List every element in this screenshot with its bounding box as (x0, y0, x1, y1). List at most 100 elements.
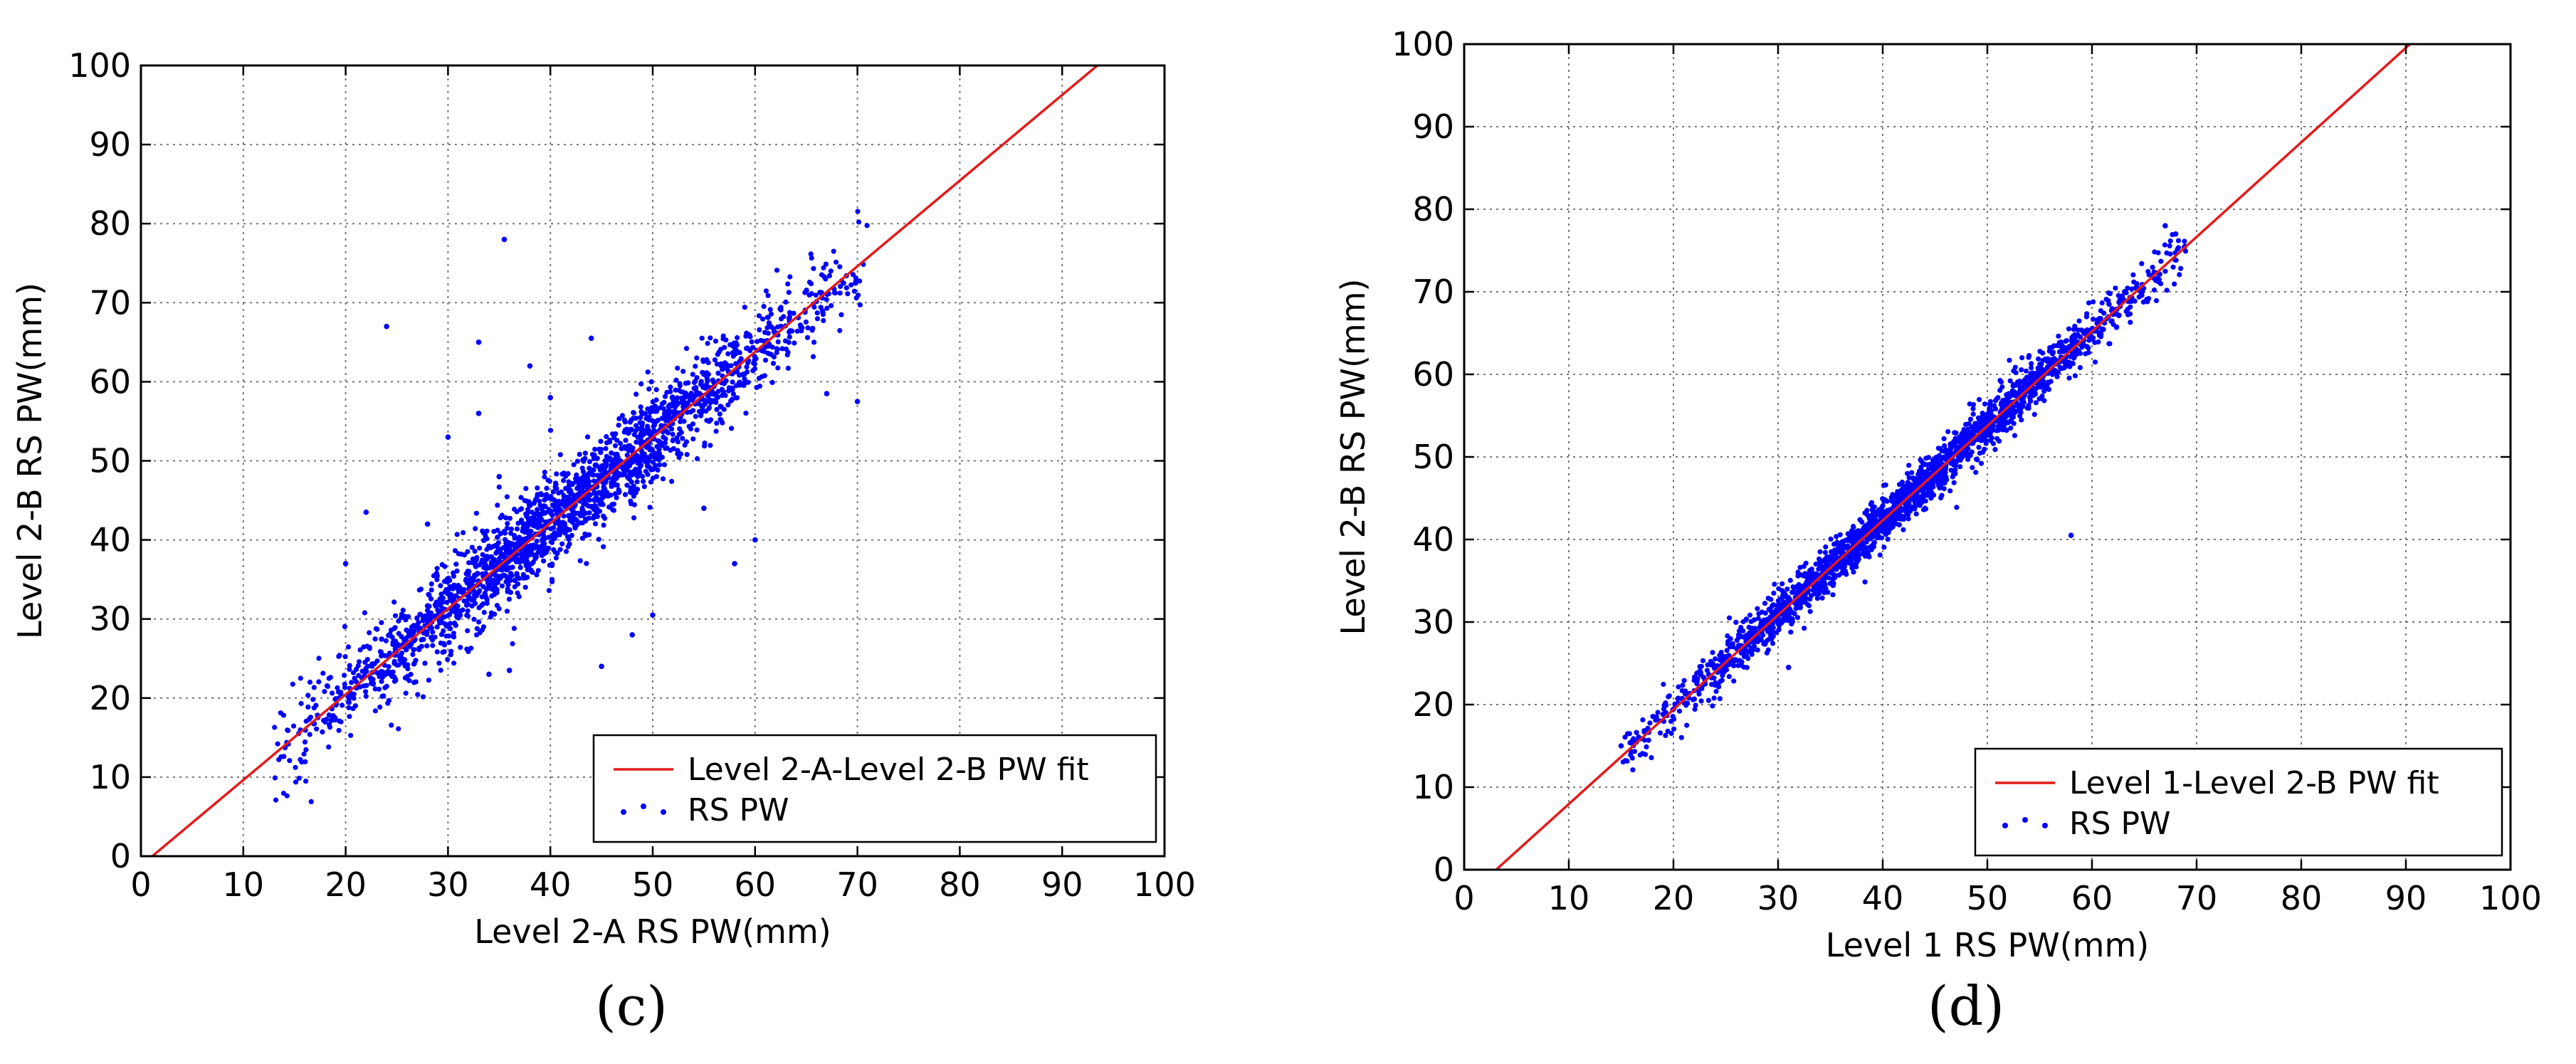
data-point (596, 473, 602, 478)
data-point (1941, 436, 1947, 442)
data-point (715, 352, 720, 357)
data-point (791, 310, 797, 316)
data-point (414, 615, 420, 621)
data-point (824, 297, 829, 302)
data-point (714, 406, 720, 413)
data-point (483, 562, 488, 568)
data-point (1661, 706, 1666, 712)
data-point (706, 405, 713, 411)
data-point (634, 391, 639, 397)
data-point (674, 435, 680, 441)
data-point (599, 663, 604, 670)
data-point (351, 691, 357, 697)
data-point (500, 545, 506, 551)
data-point (768, 311, 774, 317)
data-point (1873, 510, 1878, 516)
data-point (504, 525, 510, 531)
data-point (2058, 339, 2064, 345)
data-point (641, 484, 647, 490)
data-point (619, 446, 624, 451)
data-point (2151, 287, 2157, 293)
data-point (1988, 403, 1994, 409)
data-point (598, 446, 604, 453)
data-point (681, 418, 687, 424)
data-point (705, 377, 710, 383)
data-point (520, 520, 526, 526)
data-point (690, 421, 696, 427)
data-point (1816, 582, 1821, 589)
data-point (2000, 398, 2006, 404)
data-point (367, 630, 372, 636)
data-point (1954, 505, 1960, 510)
data-point (396, 726, 401, 732)
data-point (1647, 720, 1653, 726)
data-point (511, 626, 517, 631)
data-point (1905, 516, 1911, 522)
data-point (1661, 681, 1666, 688)
data-point (1940, 455, 1945, 461)
data-point (853, 275, 858, 281)
data-point (1833, 573, 1839, 579)
data-point (532, 523, 538, 530)
y-tick-label: 80 (1412, 190, 1454, 228)
data-point (524, 558, 530, 564)
data-point (316, 679, 322, 685)
data-point (1967, 401, 1972, 407)
data-point (785, 365, 791, 372)
data-point (386, 664, 391, 670)
data-point (574, 510, 581, 516)
data-point (1738, 625, 1744, 631)
data-point (656, 453, 661, 459)
data-point (347, 714, 352, 720)
data-point (1676, 708, 1683, 714)
data-point (562, 522, 568, 528)
data-point (442, 564, 448, 569)
data-point (383, 638, 389, 644)
data-point (561, 478, 567, 483)
data-point (1988, 438, 1994, 443)
data-point (437, 596, 443, 602)
data-point (694, 375, 700, 381)
data-point (602, 492, 608, 497)
data-point (670, 431, 675, 437)
data-point (307, 679, 313, 685)
data-point (645, 369, 651, 375)
data-point (1973, 456, 1980, 462)
data-point (734, 368, 740, 374)
data-point (1983, 441, 1989, 446)
data-point (345, 644, 352, 650)
data-point (571, 493, 577, 499)
data-point (507, 515, 513, 521)
data-point (638, 409, 644, 415)
data-point (630, 416, 636, 421)
data-point (510, 564, 515, 570)
data-point (1790, 584, 1796, 590)
data-point (1861, 540, 1867, 546)
data-point (687, 396, 693, 401)
data-point (1967, 431, 1972, 436)
data-point (476, 619, 482, 625)
data-point (650, 399, 656, 405)
data-point (2031, 411, 2037, 417)
data-point (601, 488, 606, 494)
data-point (1837, 532, 1843, 537)
data-point (680, 369, 686, 374)
data-point (479, 594, 485, 600)
data-point (1713, 656, 1718, 662)
data-point (727, 342, 733, 347)
data-point (2125, 285, 2130, 291)
data-point (785, 281, 791, 287)
data-point (335, 685, 340, 691)
data-point (710, 398, 715, 404)
data-point (527, 363, 533, 369)
data-point (610, 431, 616, 437)
data-point (2167, 251, 2173, 257)
data-point (609, 480, 614, 485)
data-point (1941, 486, 1947, 492)
data-point (1987, 427, 1992, 433)
data-point (473, 526, 478, 532)
data-point (519, 506, 525, 512)
data-point (744, 330, 750, 336)
data-point (703, 385, 708, 391)
data-point (1970, 424, 1975, 430)
